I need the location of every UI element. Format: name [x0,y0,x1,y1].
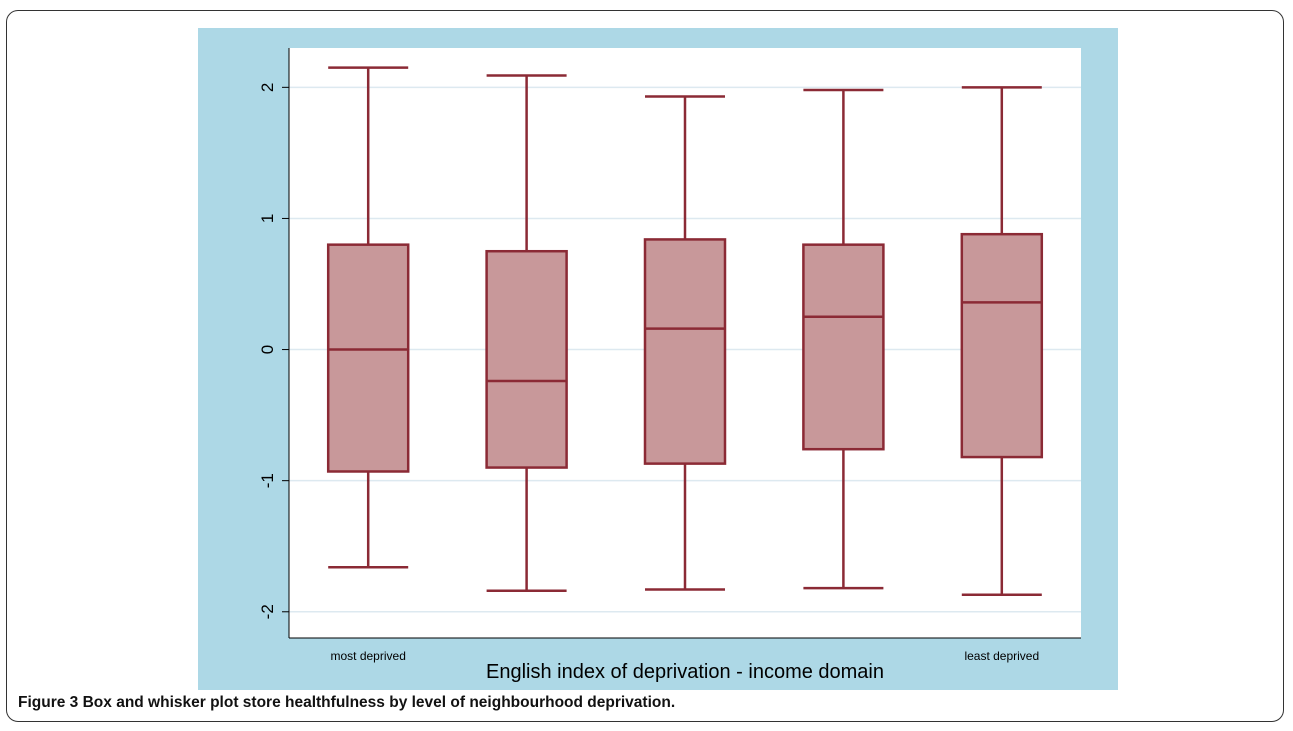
box-plot-chart: -2 -1 0 1 2 most deprived least deprived Englis… [198,28,1118,690]
box-plot-svg: -2 -1 0 1 2 most deprived least deprived Englis… [198,28,1118,690]
y-tick-label: 1 [258,214,277,223]
y-tick-label: -1 [258,473,277,488]
box [643,238,727,465]
figure-caption: Figure 3 Box and whisker plot store heal… [18,694,675,712]
caption-text: Box and whisker plot store healthfulness… [82,694,676,711]
box [802,243,885,451]
box [960,232,1044,459]
y-tick-label: 2 [258,83,277,92]
x-axis-label: English index of deprivation - income do… [486,661,884,683]
x-category-label: most deprived [331,649,406,663]
x-category-label: least deprived [964,649,1039,663]
box [485,249,568,469]
y-tick-label: -2 [258,604,277,619]
y-tick-label: 0 [258,345,277,354]
caption-label: Figure 3 [18,694,79,711]
box [326,243,410,473]
